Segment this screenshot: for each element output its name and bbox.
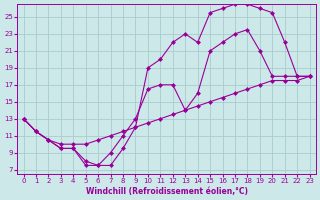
X-axis label: Windchill (Refroidissement éolien,°C): Windchill (Refroidissement éolien,°C) xyxy=(85,187,248,196)
